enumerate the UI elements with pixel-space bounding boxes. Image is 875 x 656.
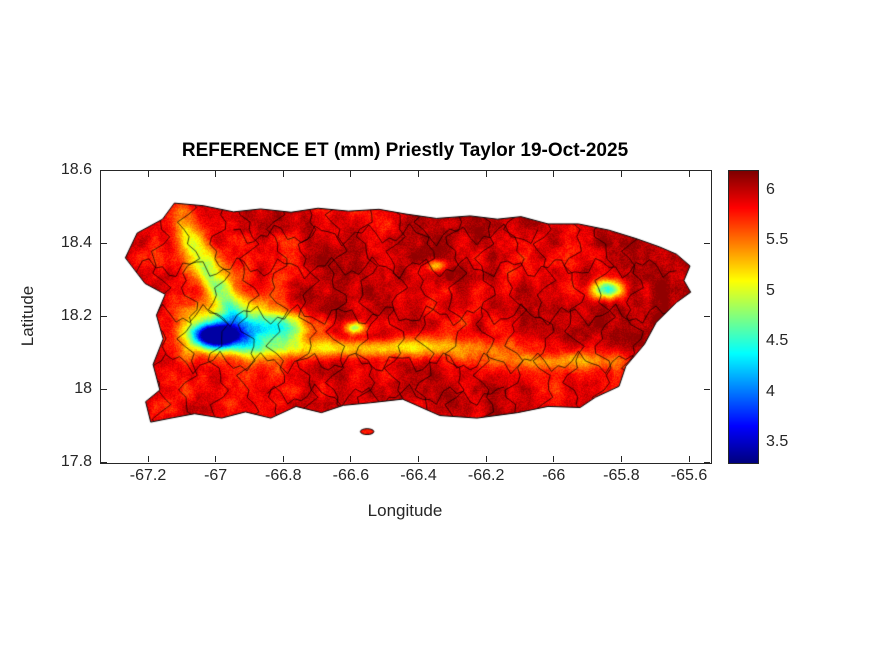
x-tick-label: -66.2 bbox=[467, 467, 505, 484]
axis-tick bbox=[282, 456, 284, 462]
axis-tick bbox=[704, 242, 710, 244]
axis-tick bbox=[215, 456, 217, 462]
colorbar-tick-label: 5 bbox=[766, 281, 775, 299]
axis-tick bbox=[688, 171, 690, 177]
x-tick-label: -65.8 bbox=[603, 467, 640, 484]
axis-tick bbox=[485, 171, 487, 177]
colorbar-tick-label: 3.5 bbox=[766, 432, 789, 450]
axis-tick bbox=[688, 456, 690, 462]
axis-tick bbox=[282, 171, 284, 177]
axis-tick bbox=[350, 456, 352, 462]
colorbar-tick-label: 4 bbox=[766, 382, 775, 400]
x-tick-label: -66.8 bbox=[265, 467, 302, 484]
axis-tick bbox=[350, 171, 352, 177]
y-tick-label: 18.4 bbox=[60, 234, 92, 251]
x-tick-label: -66 bbox=[542, 467, 566, 484]
y-tick-label: 18.6 bbox=[60, 161, 92, 178]
axis-tick bbox=[620, 456, 622, 462]
colorbar bbox=[728, 170, 759, 464]
axis-tick bbox=[485, 456, 487, 462]
y-tick-label: 18.2 bbox=[60, 307, 92, 324]
colorbar-tick-label: 4.5 bbox=[766, 332, 789, 350]
axis-tick bbox=[704, 461, 710, 463]
axis-tick bbox=[147, 456, 149, 462]
axis-tick bbox=[704, 388, 710, 390]
x-tick-label: -67 bbox=[204, 467, 228, 484]
axis-tick bbox=[101, 388, 107, 390]
x-tick-label: -65.6 bbox=[670, 467, 708, 484]
axis-tick bbox=[101, 315, 107, 317]
y-tick-label: 17.8 bbox=[60, 453, 92, 470]
axis-tick bbox=[553, 171, 555, 177]
x-axis-label: Longitude bbox=[367, 501, 443, 520]
map-canvas bbox=[101, 171, 711, 463]
axis-tick bbox=[704, 315, 710, 317]
x-tick-label: -67.2 bbox=[129, 467, 167, 484]
plot-title: REFERENCE ET (mm) Priestly Taylor 19-Oct… bbox=[181, 140, 629, 161]
axis-tick bbox=[553, 456, 555, 462]
axis-tick bbox=[101, 461, 107, 463]
y-tick-label: 18 bbox=[74, 380, 92, 397]
colorbar-tick-label: 5.5 bbox=[766, 231, 789, 249]
x-tick-label: -66.6 bbox=[332, 467, 370, 484]
axis-tick bbox=[101, 242, 107, 244]
axis-tick bbox=[418, 171, 420, 177]
axis-tick bbox=[620, 171, 622, 177]
axis-tick bbox=[215, 171, 217, 177]
axis-tick bbox=[147, 171, 149, 177]
axis-tick bbox=[101, 169, 107, 171]
x-tick-label: -66.4 bbox=[400, 467, 437, 484]
colorbar-tick-label: 6 bbox=[766, 181, 775, 199]
axis-tick bbox=[704, 169, 710, 171]
axis-tick bbox=[418, 456, 420, 462]
plot-area bbox=[100, 170, 712, 464]
